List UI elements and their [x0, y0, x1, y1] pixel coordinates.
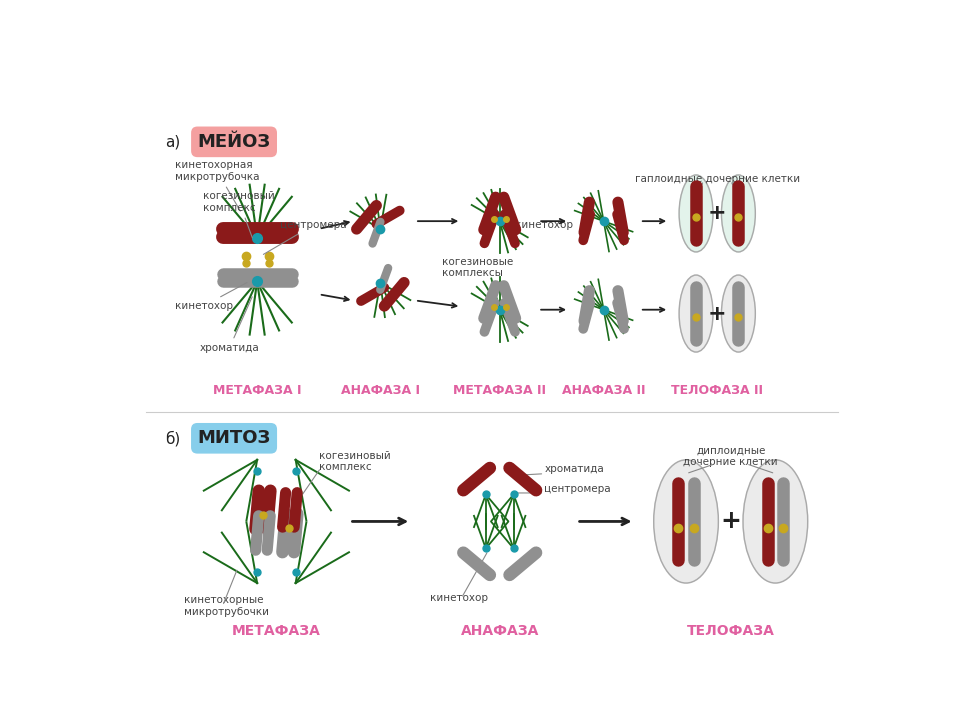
Ellipse shape — [722, 275, 756, 352]
Text: кинетохор: кинетохор — [430, 593, 489, 603]
Text: гаплоидные дочерние клетки: гаплоидные дочерние клетки — [636, 174, 801, 184]
Ellipse shape — [679, 175, 713, 252]
Text: кинетохор: кинетохор — [516, 220, 573, 230]
Ellipse shape — [679, 275, 713, 352]
Ellipse shape — [743, 460, 807, 583]
Text: хроматида: хроматида — [544, 464, 604, 474]
Text: а): а) — [165, 135, 180, 149]
Text: АНАФАЗА: АНАФАЗА — [461, 624, 539, 638]
Text: кинетохор: кинетохор — [175, 282, 247, 311]
Text: центромера: центромера — [263, 220, 347, 254]
Ellipse shape — [654, 460, 718, 583]
Text: +: + — [708, 304, 726, 323]
Text: ТЕЛОФАЗА II: ТЕЛОФАЗА II — [671, 384, 763, 397]
Text: АНАФАЗА I: АНАФАЗА I — [341, 384, 420, 397]
Text: диплоидные
дочерние клетки: диплоидные дочерние клетки — [684, 445, 778, 467]
Text: МЕТАФАЗА I: МЕТАФАЗА I — [213, 384, 301, 397]
Text: МЕТАФАЗА: МЕТАФАЗА — [232, 624, 321, 638]
Text: ТЕЛОФАЗА: ТЕЛОФАЗА — [686, 624, 775, 638]
Text: МИТОЗ: МИТОЗ — [198, 429, 271, 447]
Text: кинетохорная
микротрубочка: кинетохорная микротрубочка — [175, 161, 259, 211]
Text: когезиновые
комплексы: когезиновые комплексы — [442, 256, 514, 278]
Text: МЕЙОЗ: МЕЙОЗ — [198, 132, 271, 150]
Text: когезиновый
комплекс: когезиновый комплекс — [204, 191, 275, 238]
Text: центромера: центромера — [544, 484, 611, 494]
Text: кинетохорные
микротрубочки: кинетохорные микротрубочки — [184, 595, 269, 617]
Text: МЕТАФАЗА II: МЕТАФАЗА II — [453, 384, 546, 397]
Text: +: + — [720, 510, 741, 534]
Text: хроматида: хроматида — [200, 297, 259, 354]
Text: б): б) — [165, 431, 180, 446]
Ellipse shape — [722, 175, 756, 252]
Text: +: + — [708, 204, 726, 223]
Text: когезиновый
комплекс: когезиновый комплекс — [319, 451, 391, 472]
Text: АНАФАЗА II: АНАФАЗА II — [562, 384, 645, 397]
